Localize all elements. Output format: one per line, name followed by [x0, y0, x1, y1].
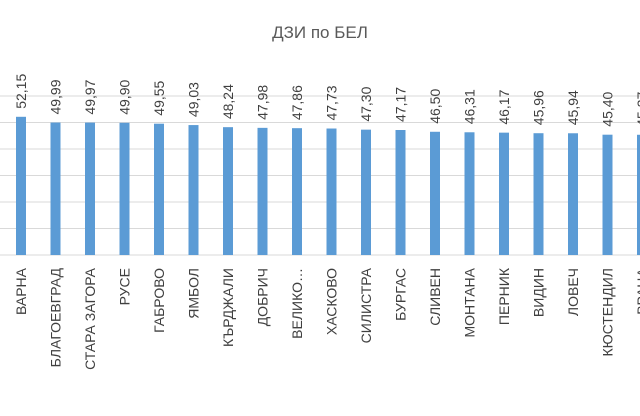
category-labels: ВАРНА БЛАГОЕВГРАД СТАРА ЗАГОРА РУСЕ ГАБРОВО Я… [13, 267, 640, 370]
data-label: 47,73 [324, 85, 340, 120]
chart-title: ДЗИ по БЕЛ [272, 23, 368, 42]
data-label: 49,55 [151, 80, 167, 115]
category-label: МОНТАНА [462, 267, 478, 337]
bar [637, 134, 640, 255]
data-label: 45,96 [531, 90, 547, 125]
bar [464, 132, 475, 255]
data-label: 49,99 [48, 79, 64, 114]
category-label: ВИДИН [531, 268, 547, 317]
gridlines [0, 95, 640, 256]
bar [602, 134, 613, 255]
data-label: 46,31 [462, 89, 478, 124]
bar [533, 133, 544, 255]
data-label: 49,90 [117, 80, 133, 115]
data-label: 45,40 [600, 91, 616, 126]
bar [16, 116, 26, 256]
bar [223, 127, 233, 255]
data-label: 47,86 [289, 85, 305, 120]
bar [50, 122, 61, 256]
category-label: ЛОВЕЧ [565, 268, 581, 316]
category-label: СТАРА ЗАГОРА [82, 267, 98, 370]
bar [361, 129, 371, 255]
category-label: СИЛИСТРА [358, 267, 374, 343]
data-label: 47,17 [393, 87, 409, 122]
bar [119, 122, 130, 255]
bar [430, 131, 440, 255]
category-label: ПЕРНИК [496, 267, 512, 325]
data-label: 45,94 [565, 90, 581, 125]
category-label: ЯМБОЛ [186, 268, 202, 319]
category-label: ВРАЦА [634, 267, 640, 314]
category-label: ХАСКОВО [324, 268, 340, 335]
category-label: БУРГАС [393, 268, 409, 321]
data-label: 49,03 [186, 82, 202, 117]
data-label: 48,24 [220, 84, 236, 119]
data-labels: 52,15 49,99 49,97 49,90 49,55 49,03 48,24 47,98… [13, 74, 640, 127]
category-label: КЪРДЖАЛИ [220, 268, 236, 347]
bar [499, 132, 509, 255]
category-label: ДОБРИЧ [255, 268, 271, 326]
bar [85, 122, 95, 255]
category-label: БЛАГОЕВГРАД [48, 267, 64, 367]
data-label: 46,17 [496, 89, 512, 124]
bars [16, 116, 640, 256]
category-label: ВЕЛИКО… [289, 268, 305, 339]
category-label: РУСЕ [117, 268, 133, 305]
data-label: 47,30 [358, 86, 374, 121]
data-label: 46,50 [427, 89, 443, 124]
category-label: ГАБРОВО [151, 268, 167, 333]
data-label: 47,98 [255, 85, 271, 120]
category-label: КЮСТЕНДИЛ [600, 268, 616, 357]
bar [154, 123, 164, 255]
bar [326, 128, 337, 255]
category-label: СЛИВЕН [427, 268, 443, 326]
category-label: ВАРНА [13, 267, 29, 315]
bar [257, 127, 268, 255]
data-label: 52,15 [13, 74, 29, 109]
data-label: 45,37 [634, 92, 640, 127]
bar [292, 128, 302, 255]
data-label: 49,97 [82, 79, 98, 114]
bar [395, 129, 406, 255]
bar [188, 125, 199, 256]
bar [568, 133, 578, 255]
